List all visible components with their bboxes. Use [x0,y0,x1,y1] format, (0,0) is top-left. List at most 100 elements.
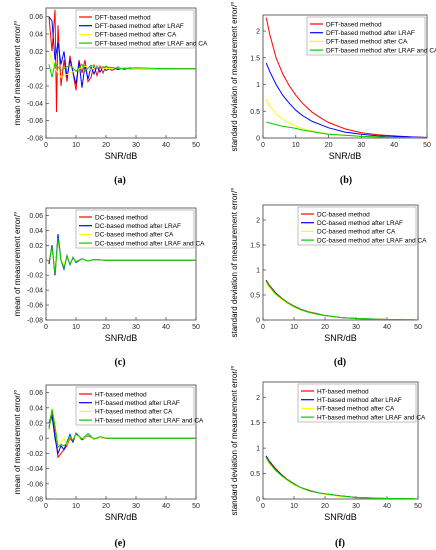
y-tick-label: 0.06 [29,14,43,21]
y-axis-label: standard deviation of measurement error/… [230,2,239,152]
y-tick-label: 0 [39,258,43,265]
x-tick-label: 40 [383,503,391,510]
legend-entry: DFT-based method [326,21,382,28]
y-tick-label: -0.02 [27,451,43,458]
panel-label: (d) [334,357,346,368]
x-tick-label: 50 [192,503,200,510]
x-tick-label: 40 [162,324,170,331]
y-tick-label: 1 [256,82,260,89]
y-tick-label: 0.06 [29,213,43,220]
x-tick-label: 30 [132,142,140,149]
y-tick-label: 1.5 [250,243,260,250]
legend-entry: DFT-based method after LRAF [326,30,415,37]
x-tick-label: 0 [261,324,265,331]
y-tick-label: -0.06 [27,303,43,310]
y-tick-label: 0.5 [250,471,260,478]
y-tick-label: 0.04 [29,228,43,235]
legend-entry: HT-based method [95,391,147,398]
x-tick-label: 30 [132,503,140,510]
legend [75,386,195,426]
y-axis-label: mean of measurement error/° [13,390,22,495]
legend-entry: DFT-based method [95,14,151,21]
y-tick-label: 0.02 [29,243,43,250]
legend-entry: DFT-based method after CA [326,39,408,46]
legend-entry: DC-based method after LRAF [95,223,181,230]
y-tick-label: -0.02 [27,84,43,91]
legend-entry: DC-based method after LRAF [317,220,403,227]
x-axis-label: SNR/dB [105,333,138,343]
x-tick-label: 0 [261,503,265,510]
x-tick-label: 40 [162,503,170,510]
y-tick-label: 0 [256,318,260,325]
legend-entry: HT-based method [317,388,369,395]
chart-panel: 0 10 20 30 40 50 2 1.5 1 0.5 0 SNR/dB standard devia… [230,366,426,549]
x-tick-label: 10 [290,503,298,510]
y-axis-label: standard deviation of measurement error/… [230,366,239,516]
legend-entry: DC-based method [95,214,148,221]
legend-entry: HT-based method after CA [317,406,395,413]
legend-entry: DFT-based method after LRAF and CA [95,40,208,47]
y-tick-label: 1.5 [250,55,260,62]
x-tick-label: 50 [423,142,431,149]
legend-entry: DFT-based method after LRAF and CA [326,47,436,54]
x-tick-label: 50 [414,324,422,331]
y-tick-label: -0.08 [27,318,43,325]
series-line [265,280,418,320]
legend-entry: DC-based method after LRAF and CA [317,237,427,244]
y-tick-label: -0.06 [27,481,43,488]
y-axis-label: standard deviation of measurement error/… [230,188,239,338]
x-tick-label: 20 [102,142,110,149]
x-tick-label: 0 [261,142,265,149]
series-line [265,17,427,138]
series-line [265,62,427,138]
x-tick-label: 30 [352,324,360,331]
x-tick-label: 0 [44,503,48,510]
legend [306,16,426,56]
x-tick-label: 40 [162,142,170,149]
chart-panel: 0 10 20 30 40 50 2 1.5 1 0.5 0 SNR/dB standard devia… [230,188,427,368]
legend [75,9,195,49]
chart-panel: 0 10 20 30 40 50 0.06 0.04 0.02 0 -0.02 -0.04 -0.06 -… [13,384,204,549]
y-tick-label: 2 [256,218,260,225]
y-tick-label: 0.04 [29,32,43,39]
x-axis-label: SNR/dB [105,151,138,161]
panel-label: (c) [114,357,125,368]
legend-entry: HT-based method after LRAF and CA [317,414,426,421]
y-tick-label: -0.08 [27,497,43,504]
y-tick-label: 0 [39,436,43,443]
x-tick-label: 0 [44,324,48,331]
x-tick-label: 30 [352,503,360,510]
x-tick-label: 20 [102,503,110,510]
y-tick-label: 0 [39,66,43,73]
series-line [48,237,196,274]
legend [75,209,195,249]
legend-entry: HT-based method after CA [95,409,173,416]
y-tick-label: -0.04 [27,288,43,295]
panel-label: (b) [340,175,352,186]
chart-panel: 0 10 20 30 40 50 0.06 0.04 0.02 0 -0.02 -0.04 -0.06 -… [13,207,205,368]
y-tick-label: 0 [256,136,260,143]
x-tick-label: 10 [292,142,300,149]
legend [297,383,417,423]
legend-entry: DFT-based method after CA [95,32,177,39]
x-tick-label: 20 [325,142,333,149]
y-axis-label: mean of measurement error/° [13,21,22,126]
legend-entry: DC-based method [317,211,370,218]
panel-label: (e) [114,538,125,549]
panel-label: (f) [335,538,345,549]
legend-entry: DC-based method after LRAF and CA [95,240,205,247]
x-tick-label: 30 [132,324,140,331]
x-tick-label: 10 [72,142,80,149]
x-tick-label: 0 [44,142,48,149]
chart-panel: 0 10 20 30 40 50 0.06 0.04 0.02 0 -0.02 -0.04 -0.06 -… [13,7,208,186]
y-tick-label: -0.04 [27,466,43,473]
y-tick-label: 0.06 [29,390,43,397]
y-tick-label: 1.5 [250,420,260,427]
y-tick-label: 0 [256,497,260,504]
y-tick-label: 0.5 [250,109,260,116]
legend-entry: HT-based method after LRAF [95,400,180,407]
legend-entry: DC-based method after CA [317,229,396,236]
x-tick-label: 20 [102,324,110,331]
y-axis-label: mean of measurement error/° [13,212,22,317]
